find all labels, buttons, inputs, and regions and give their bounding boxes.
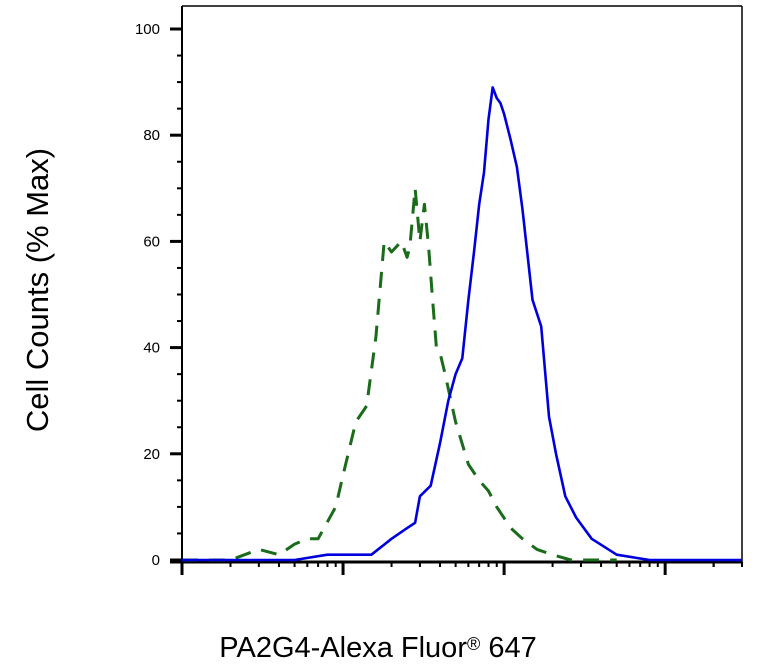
solid-series-line	[182, 86, 742, 562]
y-tick-label: 60	[143, 233, 160, 250]
y-axis-label: Cell Counts (% Max)	[20, 147, 55, 433]
y-tick-label: 40	[143, 340, 160, 357]
x-axis-label: PA2G4-Alexa Fluor® 647	[219, 632, 536, 665]
y-tick-label: 20	[143, 446, 160, 463]
x-axis-label-mark: ®	[466, 634, 481, 654]
axes: 0 20 40 60 80 100	[135, 5, 743, 575]
y-tick-label: 100	[135, 21, 160, 38]
y-tick-label: 80	[143, 127, 160, 144]
x-axis-label-suffix: 647	[488, 632, 537, 664]
dashed-series-line	[182, 186, 617, 562]
y-tick-label: 0	[152, 552, 160, 569]
x-axis-label-text: PA2G4-Alexa Fluor	[219, 632, 467, 664]
series-curves	[182, 86, 742, 562]
